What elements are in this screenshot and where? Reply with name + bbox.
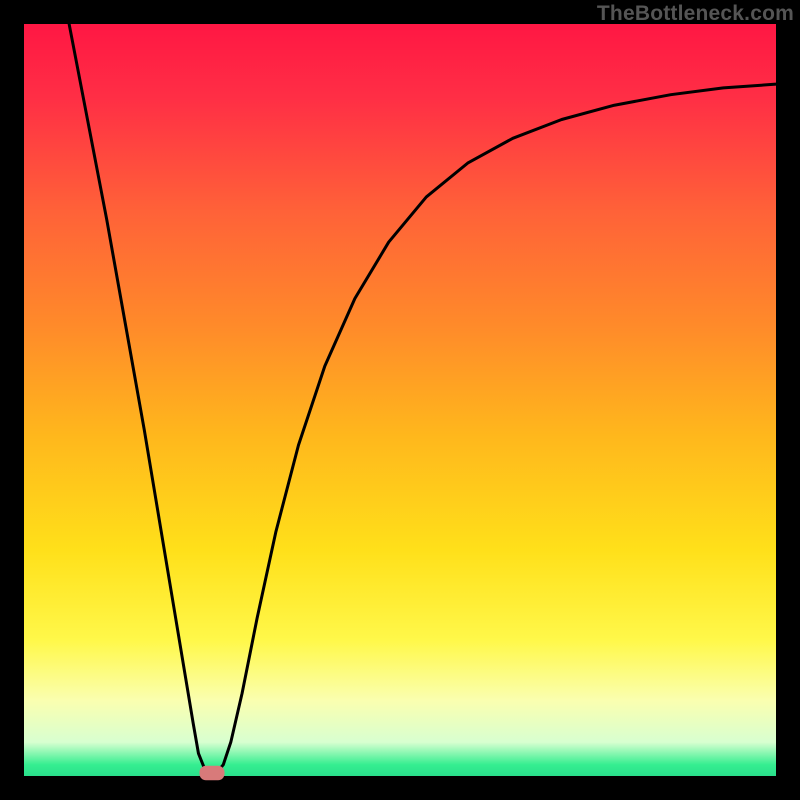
minimum-marker [200,766,224,780]
chart-svg [0,0,800,800]
bottleneck-chart: TheBottleneck.com [0,0,800,800]
watermark-text: TheBottleneck.com [597,2,794,26]
plot-background [24,24,776,776]
